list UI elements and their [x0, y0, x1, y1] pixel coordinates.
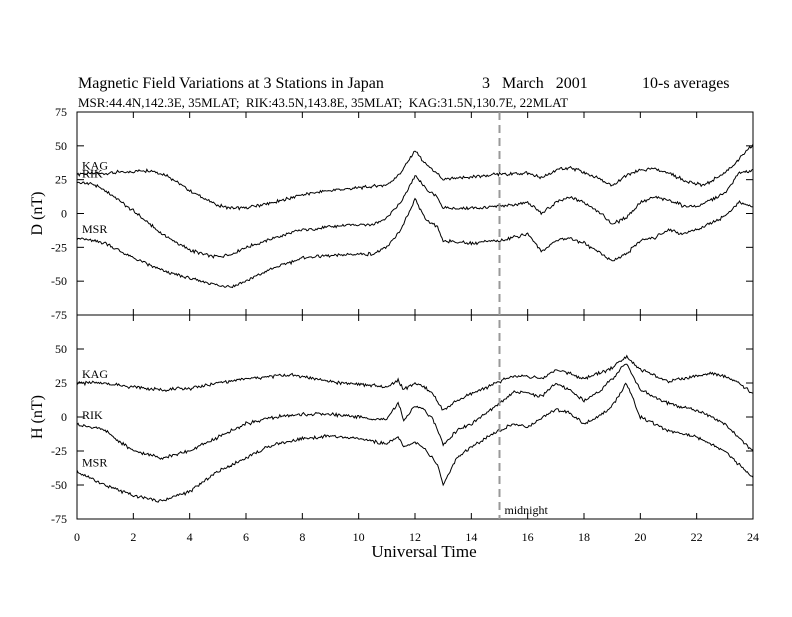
- x-tick-label: 8: [299, 530, 305, 544]
- y-axis-label: D (nT): [29, 192, 46, 236]
- x-tick-label: 14: [465, 530, 477, 544]
- y-tick-label: -50: [51, 274, 67, 288]
- chart-date: 3 March 2001: [482, 75, 588, 92]
- y-tick-label: -25: [51, 240, 67, 254]
- y-tick-label: 50: [55, 342, 67, 356]
- x-tick-label: 18: [578, 530, 590, 544]
- y-tick-label: 0: [61, 410, 67, 424]
- series-label-kag: KAG: [82, 158, 108, 172]
- chart-averaging: 10-s averages: [642, 75, 730, 92]
- chart-subtitle: MSR:44.4N,142.3E, 35MLAT; RIK:43.5N,143.…: [78, 95, 568, 110]
- midnight-marker-label: midnight: [505, 503, 549, 517]
- series-line-msr: [76, 197, 754, 289]
- x-tick-label: 22: [691, 530, 703, 544]
- series-line-rik: [76, 168, 754, 259]
- y-tick-label: 25: [55, 173, 67, 187]
- y-tick-label: 0: [61, 207, 67, 221]
- y-tick-label: 25: [55, 376, 67, 390]
- x-tick-label: 2: [130, 530, 136, 544]
- x-axis: Universal Time 0 2 4 6 8 10 12 14 16 18 20 22 24: [74, 530, 759, 561]
- y-tick-label: 50: [55, 139, 67, 153]
- x-tick-label: 10: [353, 530, 365, 544]
- panel-frame: [76, 314, 754, 520]
- x-tick-label: 16: [522, 530, 534, 544]
- chart-title: Magnetic Field Variations at 3 Stations …: [78, 75, 384, 92]
- y-tick-label: 75: [55, 105, 67, 119]
- series-line-msr: [76, 382, 754, 503]
- y-tick-label: -75: [51, 512, 67, 526]
- series-label-kag: KAG: [82, 367, 108, 381]
- series-label-rik: RIK: [82, 166, 103, 180]
- series-label-msr: MSR: [82, 222, 107, 236]
- y-tick-label: -75: [51, 308, 67, 322]
- panel-frame: [76, 111, 754, 316]
- panel-h: 50 25 0 -25 -50 -75 H (nT) KAG RIK MSR: [29, 314, 754, 526]
- series-line-rik: [76, 363, 754, 461]
- x-tick-label: 0: [74, 530, 80, 544]
- x-tick-label: 4: [187, 530, 193, 544]
- x-tick-label: 20: [634, 530, 646, 544]
- x-tick-label: 6: [243, 530, 249, 544]
- x-tick-label: 24: [747, 530, 759, 544]
- y-tick-label: -50: [51, 478, 67, 492]
- series-label-msr: MSR: [82, 455, 107, 469]
- series-line-kag: [76, 354, 754, 411]
- series-line-kag: [76, 143, 754, 211]
- y-tick-label: -25: [51, 444, 67, 458]
- chart-header: Magnetic Field Variations at 3 Stations …: [78, 75, 730, 110]
- series-label-rik: RIK: [82, 408, 103, 422]
- x-tick-label: 12: [409, 530, 421, 544]
- y-axis-label: H (nT): [29, 395, 46, 439]
- x-axis-label: Universal Time: [371, 542, 476, 561]
